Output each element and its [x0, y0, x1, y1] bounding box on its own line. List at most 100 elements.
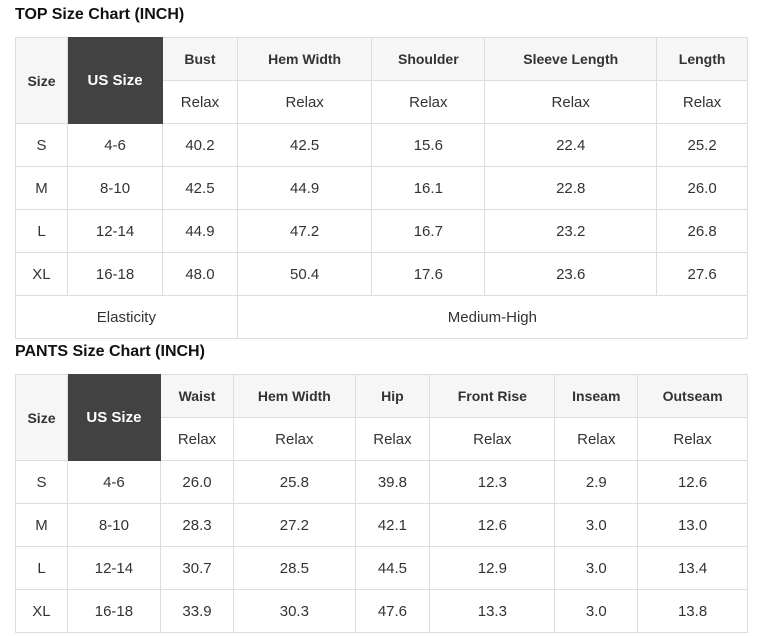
us-size-cell: 12-14 — [66, 546, 161, 590]
measurement-value-cell: 47.2 — [236, 209, 373, 253]
elasticity-value-cell: Medium-High — [236, 295, 749, 339]
measurement-value-cell: 26.0 — [656, 166, 748, 210]
fit-relax-cell: Relax — [637, 417, 748, 461]
pants-size-chart-section: PANTS Size Chart (INCH) Size US Size Waist… — [15, 339, 748, 633]
fit-relax-cell: Relax — [484, 80, 658, 124]
measurement-value-cell: 15.6 — [371, 123, 486, 167]
measurement-value-cell: 12.6 — [637, 460, 748, 504]
measurement-value-cell: 39.8 — [354, 460, 431, 504]
header-row-measures: Size US Size Waist Hem Width Hip Front Rise In… — [15, 374, 748, 461]
table-row: L 12-14 30.7 28.5 44.5 12.9 3.0 13.4 — [15, 546, 748, 590]
measurement-value-cell: 47.6 — [354, 589, 431, 633]
fit-relax-cell: Relax — [159, 417, 235, 461]
measurement-value-cell: 12.3 — [429, 460, 556, 504]
us-size-cell: 8-10 — [66, 166, 164, 210]
us-size-cell: 16-18 — [66, 589, 161, 633]
fit-relax-cell: Relax — [354, 417, 431, 461]
measurement-value-cell: 3.0 — [554, 589, 639, 633]
table-row: S 4-6 26.0 25.8 39.8 12.3 2.9 12.6 — [15, 460, 748, 504]
header-row-fit: Relax Relax Relax Relax Relax — [16, 80, 748, 124]
table-row: S 4-6 40.2 42.5 15.6 22.4 25.2 — [15, 123, 748, 167]
top-size-chart-section: TOP Size Chart (INCH) Size US Size Bust Hem… — [15, 0, 749, 339]
table-row: XL 16-18 33.9 30.3 47.6 13.3 3.0 13.8 — [15, 589, 748, 633]
measurement-value-cell: 12.6 — [429, 503, 556, 547]
header-row-fit: Relax Relax Relax Relax Relax Relax — [16, 417, 748, 461]
measure-header-cell: Inseam — [554, 374, 639, 418]
measurement-value-cell: 26.0 — [159, 460, 235, 504]
table-row: L 12-14 44.9 47.2 16.7 23.2 26.8 — [15, 209, 748, 253]
table-row: M 8-10 28.3 27.2 42.1 12.6 3.0 13.0 — [15, 503, 748, 547]
measurement-value-cell: 30.3 — [233, 589, 356, 633]
us-size-cell: 12-14 — [66, 209, 164, 253]
us-size-cell: 16-18 — [66, 252, 164, 296]
size-cell: XL — [15, 589, 68, 633]
measurement-value-cell: 26.8 — [656, 209, 748, 253]
measure-header-cell: Hip — [354, 374, 431, 418]
measure-header-cell: Sleeve Length — [484, 37, 658, 81]
size-cell: M — [15, 503, 68, 547]
measurement-value-cell: 16.7 — [371, 209, 486, 253]
measurement-value-cell: 30.7 — [159, 546, 235, 590]
fit-relax-cell: Relax — [236, 80, 373, 124]
top-size-table: Size US Size Bust Hem Width Shoulder Sleeve L… — [15, 37, 749, 339]
measurement-value-cell: 22.4 — [484, 123, 658, 167]
fit-relax-cell: Relax — [162, 80, 238, 124]
measurement-value-cell: 48.0 — [162, 252, 238, 296]
fit-relax-cell: Relax — [656, 80, 748, 124]
measurement-value-cell: 42.1 — [354, 503, 431, 547]
measurement-value-cell: 25.8 — [233, 460, 356, 504]
measurement-value-cell: 16.1 — [371, 166, 486, 210]
size-header-cell: Size — [15, 37, 68, 124]
size-cell: L — [15, 209, 68, 253]
measurement-value-cell: 13.8 — [637, 589, 748, 633]
measurement-value-cell: 50.4 — [236, 252, 373, 296]
top-chart-title: TOP Size Chart (INCH) — [15, 6, 185, 23]
measurement-value-cell: 23.6 — [484, 252, 658, 296]
measurement-value-cell: 44.5 — [354, 546, 431, 590]
measure-header-cell: Outseam — [637, 374, 748, 418]
fit-relax-cell: Relax — [233, 417, 356, 461]
size-cell: L — [15, 546, 68, 590]
measure-header-cell: Front Rise — [429, 374, 556, 418]
measurement-value-cell: 28.5 — [233, 546, 356, 590]
measure-header-cell: Hem Width — [233, 374, 356, 418]
measurement-value-cell: 42.5 — [236, 123, 373, 167]
table-row: M 8-10 42.5 44.9 16.1 22.8 26.0 — [15, 166, 748, 210]
measurement-value-cell: 22.8 — [484, 166, 658, 210]
measurement-value-cell: 13.0 — [637, 503, 748, 547]
measurement-value-cell: 40.2 — [162, 123, 238, 167]
pants-chart-title: PANTS Size Chart (INCH) — [15, 343, 205, 360]
measurement-value-cell: 44.9 — [162, 209, 238, 253]
measurement-value-cell: 44.9 — [236, 166, 373, 210]
us-size-cell: 8-10 — [66, 503, 161, 547]
measurement-value-cell: 12.9 — [429, 546, 556, 590]
fit-relax-cell: Relax — [429, 417, 556, 461]
measure-header-cell: Hem Width — [236, 37, 373, 81]
measurement-value-cell: 17.6 — [371, 252, 486, 296]
header-row-measures: Size US Size Bust Hem Width Shoulder Sleeve L… — [15, 37, 748, 124]
measurement-value-cell: 27.6 — [656, 252, 748, 296]
measure-header-cell: Bust — [162, 37, 238, 81]
measurement-value-cell: 13.3 — [429, 589, 556, 633]
measurement-value-cell: 3.0 — [554, 503, 639, 547]
measurement-value-cell: 2.9 — [554, 460, 639, 504]
pants-size-table: Size US Size Waist Hem Width Hip Front Rise In… — [15, 374, 748, 633]
measurement-value-cell: 25.2 — [656, 123, 748, 167]
fit-relax-cell: Relax — [371, 80, 486, 124]
measurement-value-cell: 13.4 — [637, 546, 748, 590]
table-row: XL 16-18 48.0 50.4 17.6 23.6 27.6 — [15, 252, 748, 296]
measurement-value-cell: 3.0 — [554, 546, 639, 590]
measurement-value-cell: 33.9 — [159, 589, 235, 633]
fit-relax-cell: Relax — [554, 417, 639, 461]
size-header-cell: Size — [15, 374, 68, 461]
measure-header-cell: Waist — [159, 374, 235, 418]
footer-row: Elasticity Medium-High — [15, 295, 749, 339]
size-cell: XL — [15, 252, 68, 296]
measure-header-cell: Shoulder — [371, 37, 486, 81]
us-size-cell: 4-6 — [66, 460, 161, 504]
measurement-value-cell: 42.5 — [162, 166, 238, 210]
size-cell: S — [15, 460, 68, 504]
us-size-cell: 4-6 — [66, 123, 164, 167]
measurement-value-cell: 28.3 — [159, 503, 235, 547]
